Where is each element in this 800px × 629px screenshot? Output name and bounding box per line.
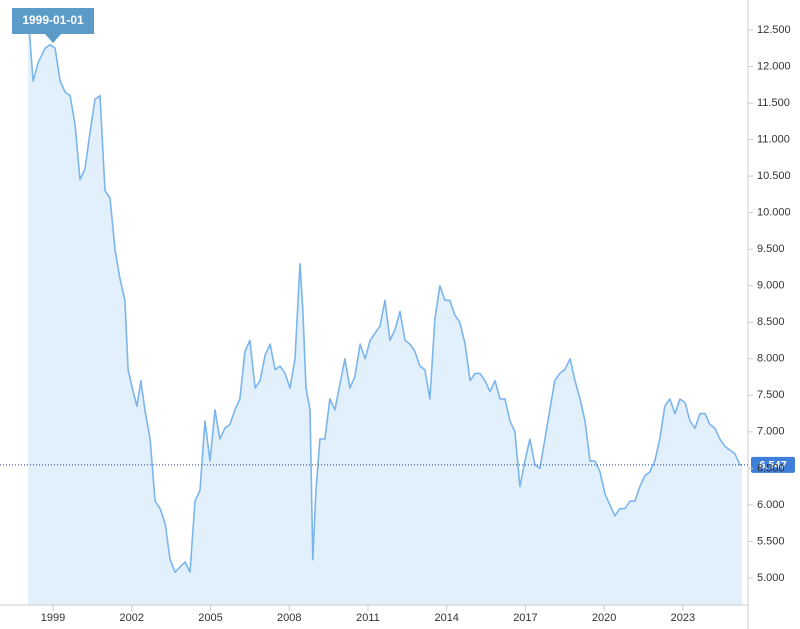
y-tick-label: 7.000	[757, 426, 785, 438]
x-tick-label: 2005	[198, 612, 222, 624]
crosshair-label: 1999-01-01	[22, 13, 84, 27]
price-line	[27, 15, 743, 573]
y-tick-label: 9.500	[757, 243, 785, 255]
x-tick-label: 2002	[120, 612, 144, 624]
x-tick-label: 2017	[513, 612, 537, 624]
y-tick-label: 7.500	[757, 389, 785, 401]
y-tick-label: 8.000	[757, 353, 785, 365]
y-tick-label: 11.500	[757, 97, 790, 109]
y-tick-label: 6.500	[757, 462, 785, 474]
x-tick-label: 1999	[41, 612, 65, 624]
y-tick-label: 5.500	[757, 535, 785, 547]
y-tick-label: 9.000	[757, 280, 785, 292]
plot-area	[27, 15, 743, 606]
y-tick-label: 11.000	[757, 133, 790, 145]
y-tick-label: 10.500	[757, 170, 791, 182]
y-tick-label: 5.000	[757, 572, 785, 584]
area-fill	[28, 15, 743, 606]
y-tick-label: 12.000	[757, 60, 791, 72]
overlay: 6.547 1999-01-01	[0, 8, 795, 473]
crosshair-box	[12, 8, 95, 34]
last-value-box	[751, 456, 795, 473]
last-value-label: 6.547	[759, 459, 787, 471]
x-tick-label: 2014	[434, 612, 458, 624]
y-tick-label: 10.000	[757, 207, 791, 219]
x-tick-label: 2011	[356, 612, 380, 624]
x-tick-label: 2008	[277, 612, 301, 624]
y-tick-label: 6.000	[757, 499, 785, 511]
x-tick-label: 2020	[592, 612, 616, 624]
crosshair-pointer	[45, 34, 62, 43]
y-tick-label: 8.500	[757, 316, 785, 328]
x-tick-label: 2023	[671, 612, 695, 624]
y-tick-label: 12.500	[757, 24, 791, 36]
